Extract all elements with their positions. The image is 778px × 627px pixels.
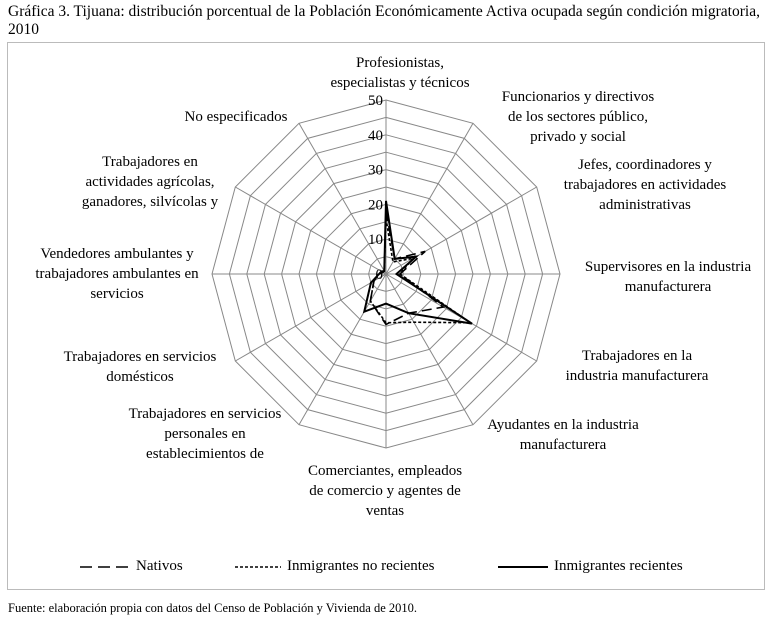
axis-label: Trabajadores en servicios domésticos (63, 349, 217, 385)
axis-label: No especificados (184, 109, 288, 125)
tick-label: 30 (368, 163, 383, 179)
axis-label: Vendedores ambulantes y trabajadores amb… (35, 246, 199, 302)
chart-frame (7, 42, 765, 590)
axis-label: Jefes, coordinadores y trabajadores en a… (563, 157, 727, 213)
legend-swatch-dotted (235, 565, 281, 568)
grid-spoke (235, 186, 387, 275)
grid-spoke (385, 186, 537, 275)
grid-spoke (298, 123, 387, 275)
axis-label: Funcionarios y directivos de los sectore… (501, 89, 655, 145)
tick-label: 50 (368, 93, 383, 109)
tick-label: 10 (368, 232, 383, 248)
series-1-line (369, 218, 473, 324)
chart-title: Gráfica 3. Tijuana: distribución porcent… (8, 3, 760, 38)
axis-label: Profesionistas, especialistas y técnicos (330, 55, 470, 91)
grid-spoke (298, 273, 387, 425)
tick-label: 40 (368, 128, 383, 144)
tick-label: 20 (368, 197, 383, 213)
grid-spoke (235, 273, 387, 362)
axis-label: Trabajadores en la industria manufacture… (565, 348, 709, 384)
source-note: Fuente: elaboración propia con datos del… (8, 601, 417, 615)
axis-label: Trabajadores en actividades agrícolas, g… (81, 154, 219, 210)
grid-spoke (385, 273, 474, 425)
legend-item-inmigrantes-no-recientes: Inmigrantes no recientes (235, 558, 434, 575)
series-2-line (362, 200, 473, 325)
grid-spoke (385, 123, 474, 275)
legend-label: Inmigrantes no recientes (287, 558, 435, 574)
axis-label: Supervisores en la industria manufacture… (584, 259, 752, 295)
legend-swatch-solid (498, 565, 548, 568)
legend-label: Inmigrantes recientes (554, 558, 683, 574)
legend-item-inmigrantes-recientes: Inmigrantes recientes (498, 558, 683, 575)
axis-label: Ayudantes en la industria manufacturera (487, 417, 639, 453)
axis-label: Trabajadores en servicios personales en … (128, 406, 282, 462)
legend-swatch-dashed (80, 565, 130, 568)
axis-label: Comerciantes, empleados de comercio y ag… (307, 463, 463, 519)
legend-label: Nativos (136, 558, 183, 574)
legend-item-nativos: Nativos (80, 558, 183, 575)
